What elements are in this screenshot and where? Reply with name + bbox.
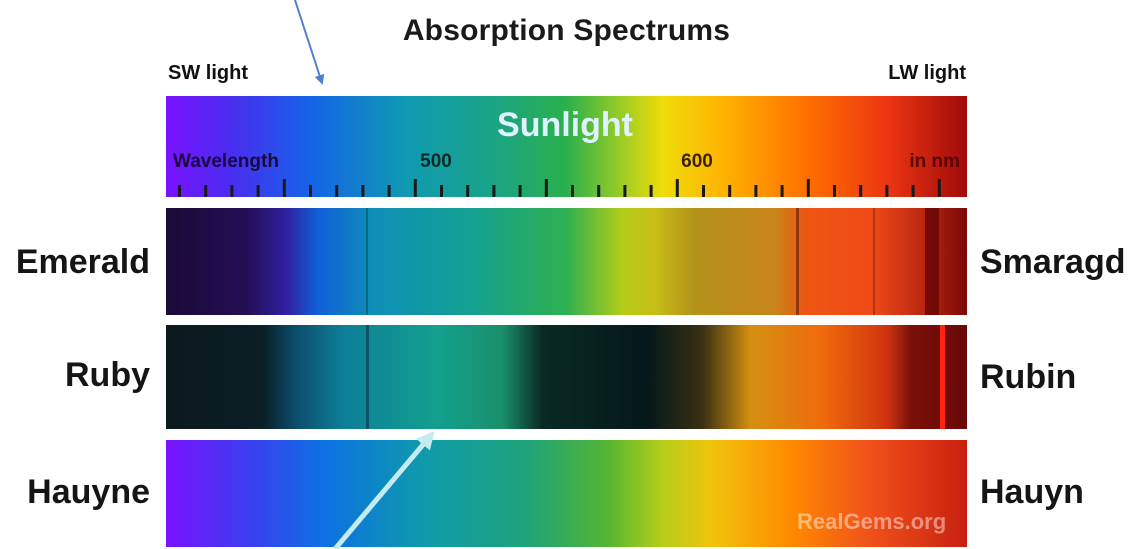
watermark: RealGems.org <box>797 509 947 534</box>
wavelength-label: Wavelength <box>173 151 279 172</box>
major-tick <box>937 179 941 197</box>
gem-label-hauyn: Hauyn <box>980 473 1084 511</box>
major-tick <box>282 179 286 197</box>
sw-light-label: SW light <box>168 62 248 84</box>
minor-tick <box>361 185 365 197</box>
gem-label-smaragd: Smaragd <box>980 243 1126 281</box>
minor-tick <box>492 185 496 197</box>
minor-tick <box>911 185 915 197</box>
gem-label-emerald: Emerald <box>15 243 150 281</box>
diagram-title: Absorption Spectrums <box>402 14 731 47</box>
minor-tick <box>178 185 181 197</box>
gem-label-rubin: Rubin <box>980 358 1077 396</box>
minor-tick <box>571 185 574 197</box>
major-tick <box>544 179 548 197</box>
sunlight-label: Sunlight <box>497 106 633 144</box>
sunlight-spectrum <box>166 96 967 197</box>
lw-light-label: LW light <box>888 62 966 84</box>
minor-tick <box>335 185 339 197</box>
minor-tick <box>780 185 784 197</box>
minor-tick <box>702 185 705 197</box>
tick-label-600: 600 <box>681 151 713 172</box>
upper-pointer-arrow <box>294 0 325 85</box>
gem-label-ruby: Ruby <box>65 356 150 394</box>
minor-tick <box>204 185 208 197</box>
minor-tick <box>833 185 836 197</box>
minor-tick <box>728 185 732 197</box>
tick-label-500: 500 <box>420 151 452 172</box>
minor-tick <box>230 185 234 197</box>
gem-label-hauyne: Hauyne <box>27 473 150 511</box>
minor-tick <box>597 185 601 197</box>
minor-tick <box>440 185 443 197</box>
major-tick <box>675 179 679 197</box>
minor-tick <box>649 185 653 197</box>
minor-tick <box>387 185 391 197</box>
major-tick <box>413 179 417 197</box>
minor-tick <box>466 185 470 197</box>
hauyne-spectrum <box>166 440 967 547</box>
minor-tick <box>256 185 260 197</box>
lower-pointer-arrow <box>333 430 435 549</box>
minor-tick <box>309 185 312 197</box>
minor-tick <box>623 185 627 197</box>
emerald-spectrum <box>166 208 967 315</box>
minor-tick <box>754 185 758 197</box>
ruby-spectrum <box>166 325 967 429</box>
minor-tick <box>518 185 522 197</box>
minor-tick <box>885 185 889 197</box>
minor-tick <box>859 185 863 197</box>
unit-label: in nm <box>909 151 960 172</box>
major-tick <box>806 179 810 197</box>
wavelength-ticks <box>178 179 941 197</box>
